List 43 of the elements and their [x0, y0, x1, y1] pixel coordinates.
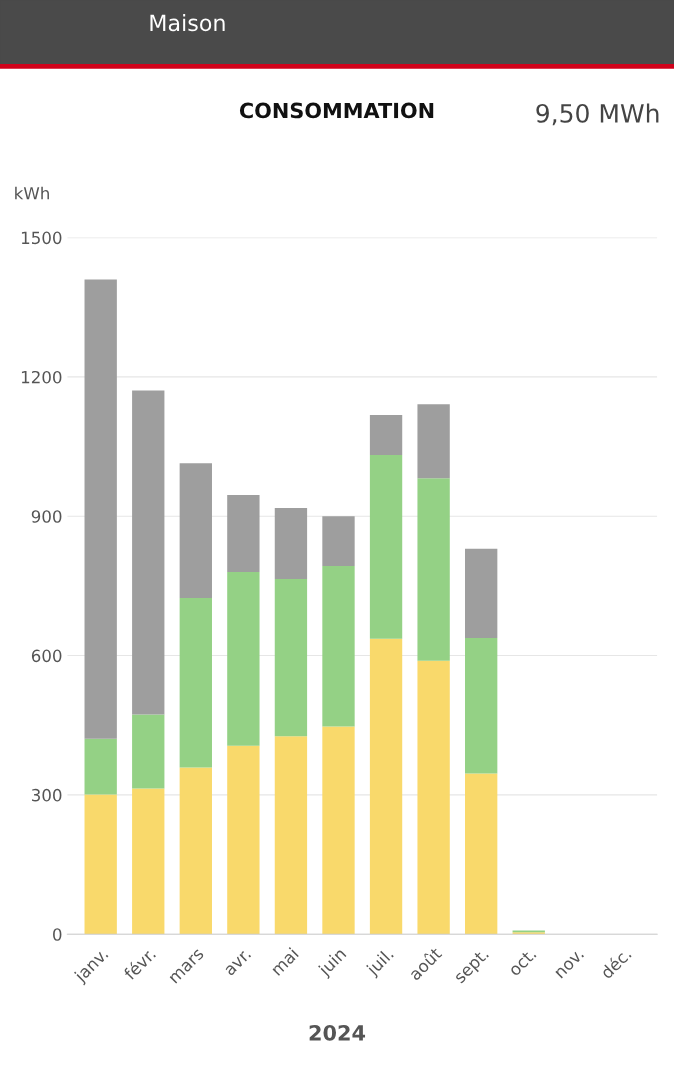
chart-title: CONSOMMATION [239, 102, 434, 119]
x-tick-label: nov. [555, 949, 585, 979]
y-tick-label: 600 [31, 649, 62, 663]
bar [179, 463, 212, 598]
bar [369, 638, 403, 935]
bar [417, 404, 450, 479]
y-tick-label: 0 [53, 928, 62, 941]
text: 9,50 MWh [536, 103, 659, 126]
bar [227, 494, 260, 572]
bar [274, 507, 308, 579]
x-tick-label: oct. [508, 947, 537, 977]
bar [465, 773, 498, 935]
bar [322, 565, 355, 727]
bar [84, 738, 117, 795]
bar [179, 767, 212, 935]
bar [84, 794, 117, 935]
y-axis-title: kWh [15, 186, 49, 200]
y-tick-label: 1500 [21, 231, 62, 245]
bar [132, 714, 165, 789]
bar [227, 571, 260, 746]
bar [322, 726, 355, 935]
bar [132, 390, 165, 715]
bar [465, 548, 498, 638]
x-tick-label: juil. [364, 947, 397, 979]
bar [417, 660, 450, 935]
bar [274, 578, 308, 737]
bar [227, 745, 260, 935]
text: Maison [150, 14, 225, 32]
y-tick-label: 300 [32, 788, 62, 802]
bar [417, 478, 450, 661]
bar [369, 415, 403, 455]
bar [179, 597, 212, 768]
x-tick-label: déc. [599, 946, 632, 980]
bar [274, 736, 308, 935]
x-tick-label: avr. [224, 949, 252, 977]
bar [322, 516, 355, 566]
bar [132, 788, 165, 935]
bar [84, 279, 117, 739]
bar [369, 454, 403, 639]
y-tick-label: 1200 [21, 370, 62, 384]
text: 2024 [309, 1024, 366, 1041]
bar [465, 637, 498, 774]
y-tick-label: 900 [31, 510, 62, 523]
